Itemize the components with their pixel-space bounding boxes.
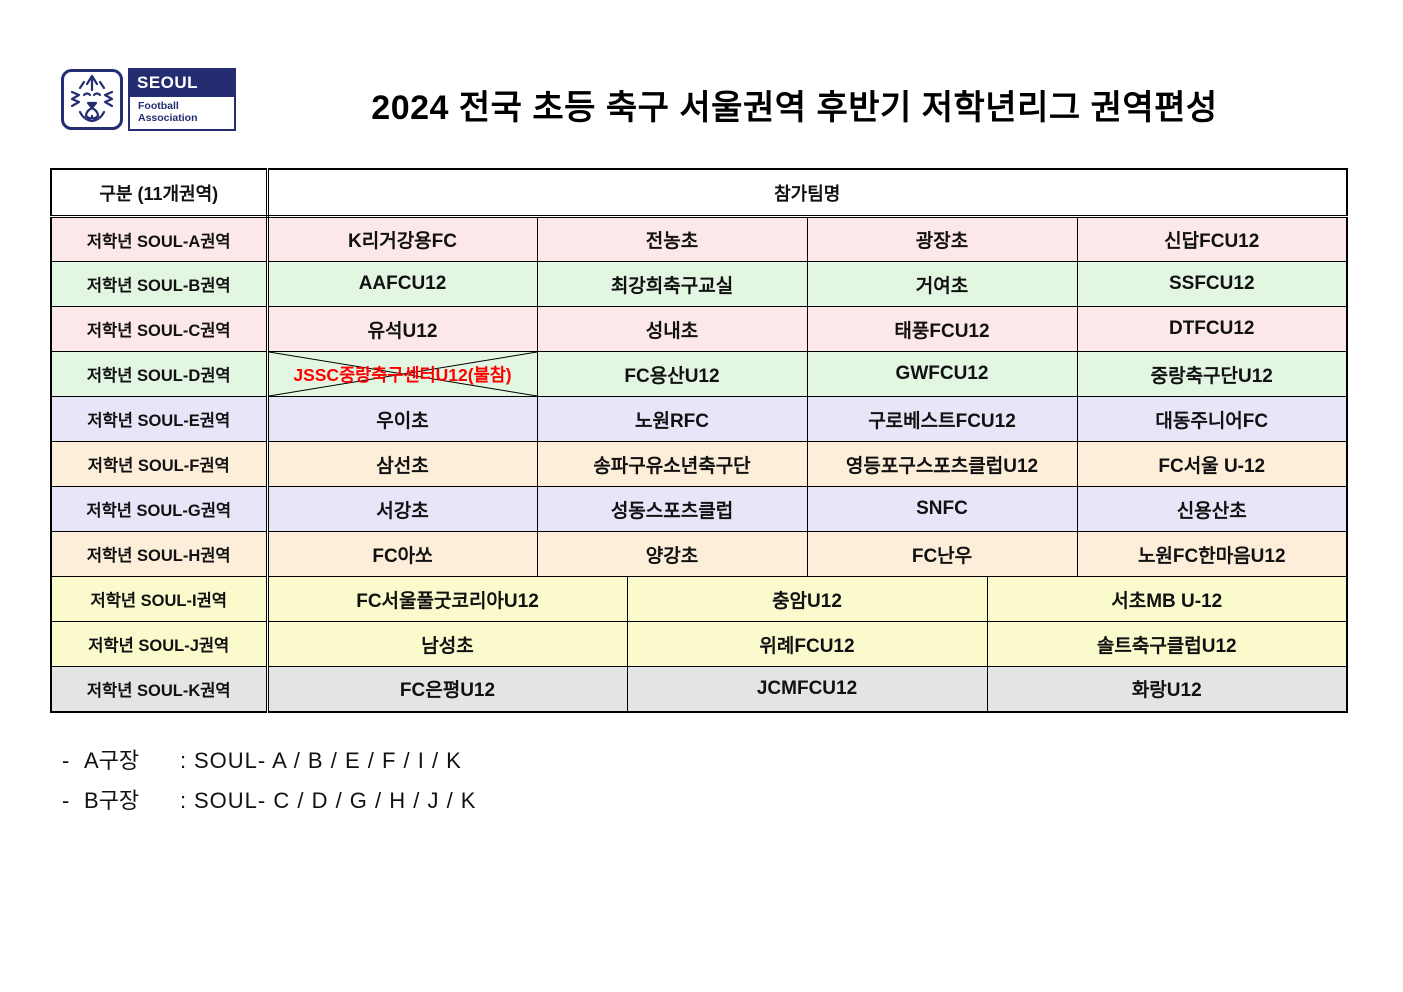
- logo-wordmark: SEOUL Football Association: [128, 68, 236, 131]
- team-cell: 서강초: [266, 486, 538, 532]
- logo-football-line: Football: [138, 100, 179, 112]
- region-label: 저학년 SOUL-I권역: [50, 576, 269, 622]
- table-row: 저학년 SOUL-D권역 JSSC중랑축구센터U12(불참) FC용산U12 G…: [50, 351, 1348, 397]
- team-cell: FC은평U12: [266, 666, 628, 712]
- team-cell: 솔트축구클럽U12: [986, 621, 1348, 667]
- team-cell: FC아쏘: [266, 531, 538, 577]
- table-row: 저학년 SOUL-I권역 FC서울풀굿코리아U12 충암U12 서초MB U-1…: [50, 576, 1348, 622]
- tiger-emblem-icon: [61, 69, 123, 130]
- table-row: 저학년 SOUL-F권역 삼선초 송파구유소년축구단 영등포구스포츠클럽U12 …: [50, 441, 1348, 487]
- team-cell: AAFCU12: [266, 261, 538, 307]
- region-assignment-table: 구분 (11개권역) 참가팀명 저학년 SOUL-A권역 K리거강용FC 전농초…: [50, 168, 1348, 713]
- page-header: SEOUL Football Association 2024 전국 초등 축구…: [0, 0, 1403, 168]
- team-cell: 신답FCU12: [1076, 216, 1348, 262]
- team-cell: 구로베스트FCU12: [806, 396, 1078, 442]
- logo-association-text: Football Association: [128, 97, 236, 131]
- region-label: 저학년 SOUL-C권역: [50, 306, 269, 352]
- team-cell: 양강초: [536, 531, 808, 577]
- team-cell: FC난우: [806, 531, 1078, 577]
- team-cell: 노원FC한마음U12: [1076, 531, 1348, 577]
- team-cell: 송파구유소년축구단: [536, 441, 808, 487]
- table-row: 저학년 SOUL-H권역 FC아쏘 양강초 FC난우 노원FC한마음U12: [50, 531, 1348, 577]
- team-cell: SNFC: [806, 486, 1078, 532]
- header-category: 구분 (11개권역): [50, 168, 269, 218]
- region-label: 저학년 SOUL-E권역: [50, 396, 269, 442]
- region-label: 저학년 SOUL-J권역: [50, 621, 269, 667]
- team-cell: 영등포구스포츠클럽U12: [806, 441, 1078, 487]
- region-label: 저학년 SOUL-K권역: [50, 666, 269, 712]
- note-colon: :: [179, 787, 187, 813]
- note-value: SOUL- A / B / E / F / I / K: [194, 747, 462, 773]
- team-cell: FC용산U12: [536, 351, 808, 397]
- team-cell: 성동스포츠클럽: [536, 486, 808, 532]
- team-cell: 성내초: [536, 306, 808, 352]
- team-cell: 화랑U12: [986, 666, 1348, 712]
- region-label: 저학년 SOUL-G권역: [50, 486, 269, 532]
- region-label: 저학년 SOUL-B권역: [50, 261, 269, 307]
- region-label: 저학년 SOUL-F권역: [50, 441, 269, 487]
- team-cell: 우이초: [266, 396, 538, 442]
- crossed-team-name: JSSC중랑축구센터U12(불참): [293, 364, 512, 385]
- team-cell: 신용산초: [1076, 486, 1348, 532]
- note-bullet: -: [62, 787, 70, 813]
- note-label: A구장: [84, 747, 140, 773]
- team-cell: GWFCU12: [806, 351, 1078, 397]
- team-cell: 전농초: [536, 216, 808, 262]
- team-cell: 유석U12: [266, 306, 538, 352]
- note-field-a: - A구장 : SOUL- A / B / E / F / I / K: [62, 743, 1403, 783]
- team-cell: 삼선초: [266, 441, 538, 487]
- team-cell: 노원RFC: [536, 396, 808, 442]
- note-value: SOUL- C / D / G / H / J / K: [194, 787, 477, 813]
- team-cell: 거여초: [806, 261, 1078, 307]
- team-cell: DTFCU12: [1076, 306, 1348, 352]
- team-cell: SSFCU12: [1076, 261, 1348, 307]
- team-cell: 서초MB U-12: [986, 576, 1348, 622]
- note-label: B구장: [84, 787, 140, 813]
- table-header-row: 구분 (11개권역) 참가팀명: [50, 168, 1348, 218]
- team-cell: JCMFCU12: [626, 666, 988, 712]
- footer-notes: - A구장 : SOUL- A / B / E / F / I / K - B구…: [62, 743, 1403, 823]
- team-cell-crossed-out: JSSC중랑축구센터U12(불참): [266, 351, 538, 397]
- team-cell: 최강희축구교실: [536, 261, 808, 307]
- page-title: 2024 전국 초등 축구 서울권역 후반기 저학년리그 권역편성: [371, 89, 1218, 127]
- region-label: 저학년 SOUL-H권역: [50, 531, 269, 577]
- team-cell: 대동주니어FC: [1076, 396, 1348, 442]
- region-label: 저학년 SOUL-D권역: [50, 351, 269, 397]
- table-row: 저학년 SOUL-B권역 AAFCU12 최강희축구교실 거여초 SSFCU12: [50, 261, 1348, 307]
- note-colon: :: [179, 747, 187, 773]
- team-cell: 위례FCU12: [626, 621, 988, 667]
- table-row: 저학년 SOUL-A권역 K리거강용FC 전농초 광장초 신답FCU12: [50, 216, 1348, 262]
- table-row: 저학년 SOUL-K권역 FC은평U12 JCMFCU12 화랑U12: [50, 666, 1348, 712]
- header-teams: 참가팀명: [266, 168, 1348, 218]
- table-row: 저학년 SOUL-J권역 남성초 위례FCU12 솔트축구클럽U12: [50, 621, 1348, 667]
- table-row: 저학년 SOUL-E권역 우이초 노원RFC 구로베스트FCU12 대동주니어F…: [50, 396, 1348, 442]
- note-bullet: -: [62, 747, 70, 773]
- team-cell: 충암U12: [626, 576, 988, 622]
- region-label: 저학년 SOUL-A권역: [50, 216, 269, 262]
- table-row: 저학년 SOUL-G권역 서강초 성동스포츠클럽 SNFC 신용산초: [50, 486, 1348, 532]
- seoul-fa-logo: SEOUL Football Association: [60, 68, 236, 131]
- note-field-b: - B구장 : SOUL- C / D / G / H / J / K: [62, 783, 1403, 823]
- team-cell: FC서울풀굿코리아U12: [266, 576, 628, 622]
- logo-association-line: Association: [138, 111, 198, 124]
- cross-out-x-icon: [268, 352, 536, 396]
- team-cell: 중랑축구단U12: [1076, 351, 1348, 397]
- team-cell: 태풍FCU12: [806, 306, 1078, 352]
- logo-seoul-text: SEOUL: [128, 68, 236, 97]
- team-cell: 남성초: [266, 621, 628, 667]
- team-cell: K리거강용FC: [266, 216, 538, 262]
- table-row: 저학년 SOUL-C권역 유석U12 성내초 태풍FCU12 DTFCU12: [50, 306, 1348, 352]
- team-cell: FC서울 U-12: [1076, 441, 1348, 487]
- team-cell: 광장초: [806, 216, 1078, 262]
